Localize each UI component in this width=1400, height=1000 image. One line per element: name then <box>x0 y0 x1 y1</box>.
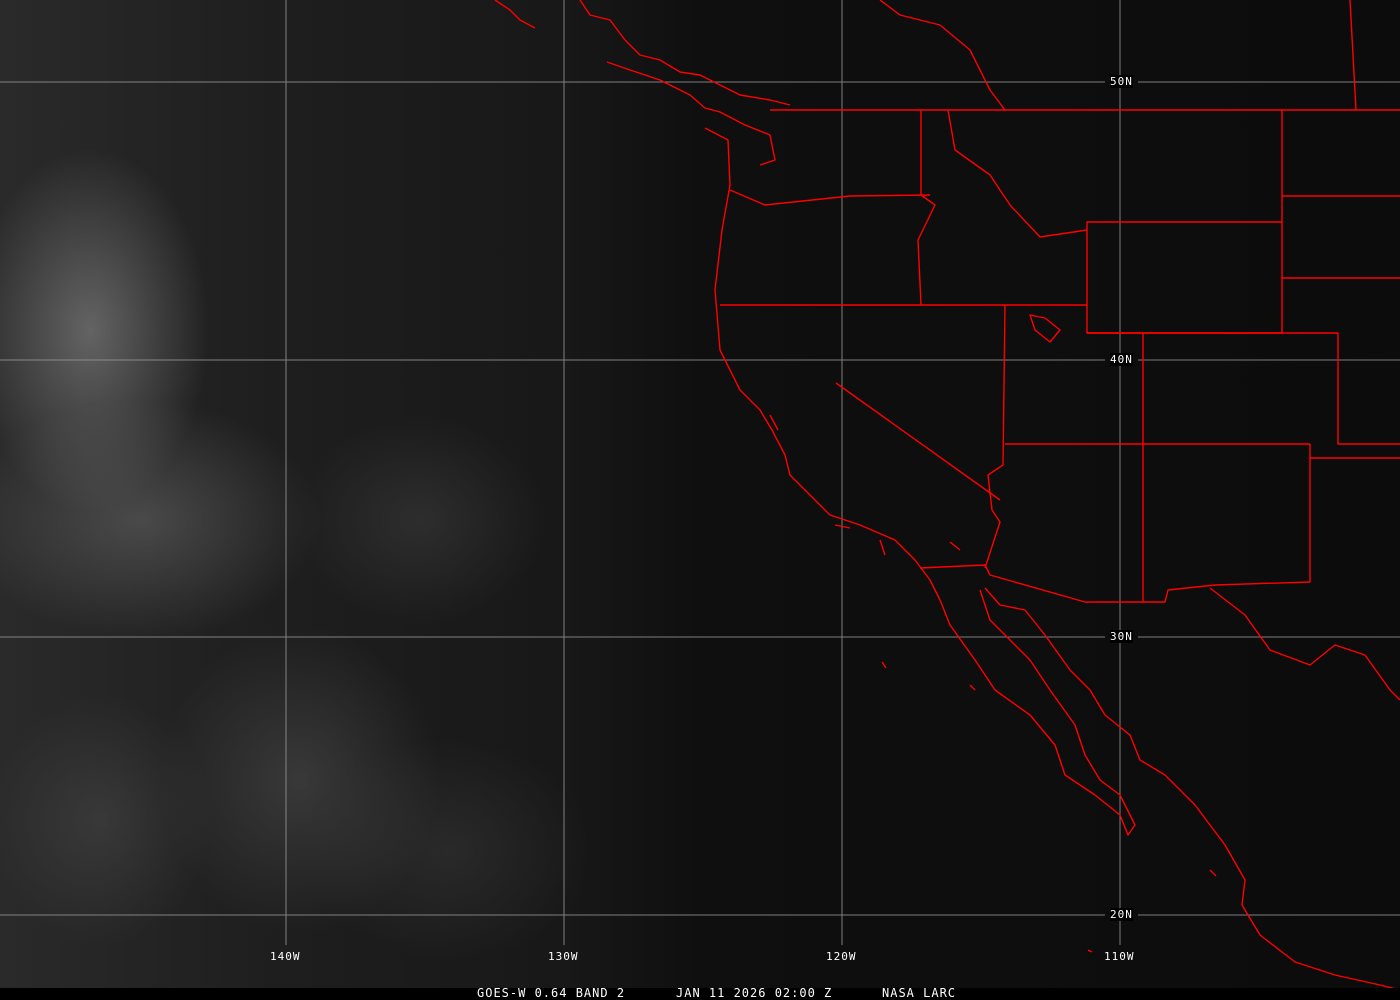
canada-border <box>770 0 1400 111</box>
lat-label-40n: 40N <box>1110 353 1133 366</box>
product-label: GOES-W 0.64 BAND 2 <box>477 986 626 1000</box>
idaho-montana-border <box>947 109 1088 238</box>
us-mexico-border <box>919 564 1086 603</box>
datetime-label: JAN 11 2026 02:00 Z <box>676 986 833 1000</box>
wa-or-border <box>729 189 931 206</box>
islands <box>769 414 1217 953</box>
wyoming <box>1086 221 1283 334</box>
lat-label-20n: 20N <box>1110 908 1133 921</box>
us-mexico-coast <box>704 127 1136 836</box>
lon-label-140w: 140W <box>270 950 301 963</box>
great-salt-lake <box>1029 314 1061 343</box>
lon-label-110w: 110W <box>1104 950 1135 963</box>
credit-label: NASA LARC <box>882 986 957 1000</box>
lat-label-30n: 30N <box>1110 630 1133 643</box>
nevada-border <box>835 304 1006 569</box>
new-mexico <box>1085 444 1400 603</box>
idaho-west-border <box>917 110 936 306</box>
lon-label-120w: 120W <box>826 950 857 963</box>
lat-label-50n: 50N <box>1110 75 1133 88</box>
caption-bar: GOES-W 0.64 BAND 2 JAN 11 2026 02:00 Z N… <box>0 986 1400 1000</box>
montana-east <box>1281 110 1400 279</box>
gulf-of-mexico-coast <box>1209 587 1400 701</box>
lon-label-130w: 130W <box>548 950 579 963</box>
bc-coast <box>494 0 1006 166</box>
mexico-mainland-coast <box>984 587 1395 988</box>
utah-colorado <box>1005 332 1400 602</box>
